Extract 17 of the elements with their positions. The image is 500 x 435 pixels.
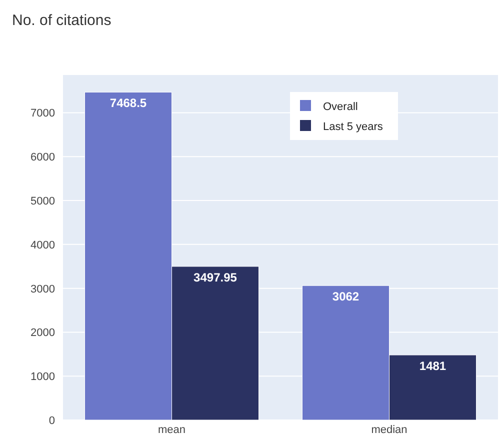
legend-label: Last 5 years	[323, 121, 384, 133]
data-label: 3062	[332, 290, 360, 304]
y-tick-label: 6000	[30, 152, 55, 164]
data-label: 3497.95	[194, 270, 238, 284]
y-tick-label: 1000	[30, 371, 55, 384]
chart-title: No. of citations	[12, 12, 112, 29]
data-label: 1481	[419, 358, 446, 373]
legend-label: Overall	[323, 101, 358, 113]
x-tick-label: mean	[158, 424, 186, 435]
data-label: 7468.5	[110, 96, 147, 110]
y-tick-label: 4000	[30, 239, 55, 252]
y-tick-label: 7000	[30, 108, 55, 120]
y-tick-label: 2000	[30, 327, 55, 340]
y-tick-label: 0	[48, 415, 55, 427]
y-tick-label: 5000	[30, 196, 55, 208]
x-tick-label: median	[371, 424, 408, 435]
y-tick-label: 3000	[30, 283, 55, 296]
